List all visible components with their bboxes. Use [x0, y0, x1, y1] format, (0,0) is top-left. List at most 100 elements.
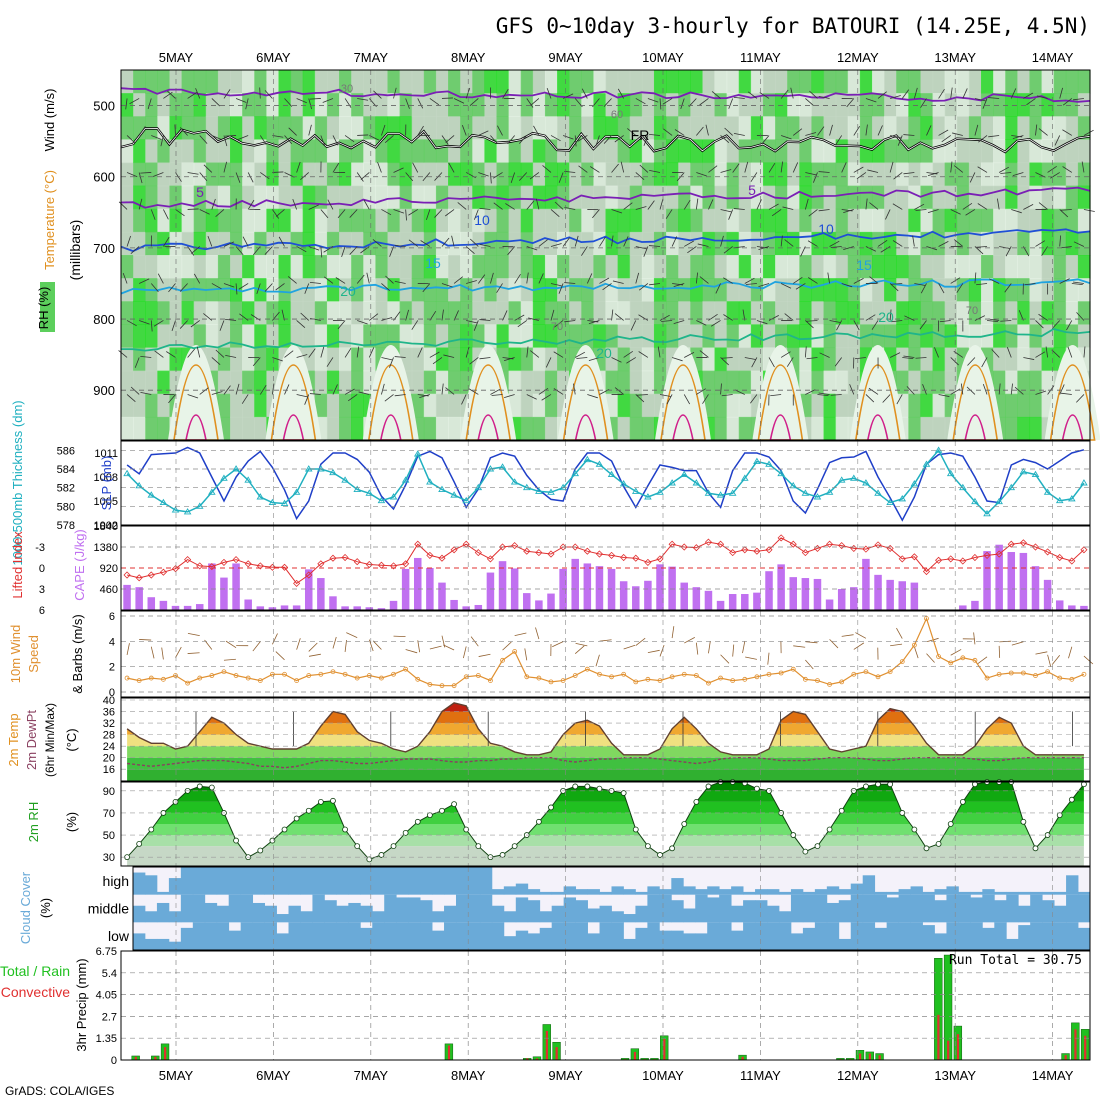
rh-cell [920, 70, 934, 94]
rh-cell [871, 255, 885, 279]
rh2m-point [863, 783, 869, 790]
wind10-barb [405, 649, 418, 654]
rh-cell [133, 324, 146, 349]
rh-cell [145, 208, 158, 233]
wind-barb [627, 128, 637, 136]
rh-cell [823, 370, 837, 395]
cape-bar [123, 584, 131, 610]
wind-barb [960, 383, 964, 395]
wind10-point [693, 673, 699, 678]
wind-barb [617, 88, 625, 99]
rh-cell [242, 393, 255, 418]
rh-cell [435, 93, 449, 117]
wind-barb [300, 312, 310, 321]
wind-barb [288, 127, 297, 136]
thickness-axis-label: 1000-500mb Thickness (dm) [10, 400, 25, 565]
rh-cell [290, 301, 304, 325]
rh-cell [569, 301, 582, 325]
rh-cell [133, 370, 146, 395]
rh-cell [254, 70, 267, 94]
wind-barb [304, 394, 310, 405]
wind-barb [264, 90, 273, 99]
wind-barb [733, 96, 745, 99]
rh-cell [605, 255, 619, 279]
rh-cell [932, 208, 946, 233]
rh2m-point [451, 801, 457, 808]
top-day-label: 13MAY [934, 50, 976, 65]
thickness-point [450, 491, 458, 498]
rh-cell [423, 93, 437, 117]
isotherm-25 [465, 364, 512, 441]
cloud-cell [348, 902, 361, 923]
wind-barb [394, 356, 406, 358]
rh-cell [569, 231, 582, 256]
wind10-barb [635, 637, 646, 646]
rh-cell [847, 255, 861, 279]
rh-cell [254, 116, 267, 140]
rh-cell [217, 255, 231, 279]
cloud-cell [695, 889, 708, 895]
wind-barb [890, 95, 901, 99]
rh-cell [435, 208, 449, 233]
lifted-index-point [583, 547, 591, 555]
rh-cell [1017, 162, 1031, 187]
rh-cell [629, 393, 643, 418]
wind-barb [408, 209, 418, 216]
rh-band [127, 790, 1084, 802]
wind-barb [157, 273, 164, 284]
wind-barb [589, 166, 600, 173]
rh-cell [920, 324, 934, 349]
rh-cell [423, 255, 437, 279]
cape-axis-label: CAPE (J/kg) [72, 529, 87, 601]
wind-barb [468, 388, 479, 395]
rh-cell [775, 301, 788, 325]
rh-cell [1077, 139, 1091, 164]
wind-barb [211, 135, 223, 141]
rh-cell [363, 347, 376, 372]
rh2m-point [620, 790, 627, 796]
rh-cell [544, 416, 558, 441]
rh-cell [605, 301, 619, 325]
rh-cell [448, 255, 461, 279]
wind10-barb [684, 637, 695, 644]
cloud-cell [922, 925, 935, 950]
wind10-barb [805, 641, 818, 644]
wind-barb [187, 208, 199, 210]
precip-conv-bar [741, 1056, 744, 1060]
cloud-cell [384, 894, 397, 923]
wind-barb [1012, 135, 1024, 140]
wind-barb [1023, 92, 1034, 99]
cloud-cell [455, 867, 469, 895]
cloud-cell [336, 867, 349, 895]
wind10-barb [742, 641, 746, 654]
wind10-point [439, 683, 445, 689]
wind-barb [1005, 246, 1012, 257]
wind-barb [614, 313, 624, 321]
wind-barb [720, 357, 729, 366]
cape-bar [898, 581, 907, 610]
wind-barb [384, 394, 394, 402]
rh-cell [145, 162, 158, 187]
wind-barb [950, 87, 953, 99]
cloud-cell [719, 889, 732, 895]
lifted-index-point [317, 560, 325, 568]
lifted-index-point [886, 544, 894, 552]
rh-cell [653, 162, 667, 187]
wind-barb [977, 166, 988, 173]
wind-barb [768, 315, 779, 321]
cloud-cell [144, 875, 158, 895]
rh-cell [750, 70, 764, 94]
rh-cell [157, 370, 171, 395]
lifted-index-point [1080, 546, 1088, 554]
wind-barb [445, 135, 455, 143]
rh-cell [823, 116, 837, 140]
rh-cell [617, 162, 631, 187]
rh-cell [411, 301, 425, 325]
lifted-index-point [959, 557, 967, 565]
wind-barb [715, 283, 721, 294]
wind-barb [465, 346, 470, 358]
wind-barb [867, 169, 879, 173]
thickness-point [959, 483, 967, 491]
rh-cell [641, 278, 655, 302]
wind10-barb [720, 654, 730, 664]
